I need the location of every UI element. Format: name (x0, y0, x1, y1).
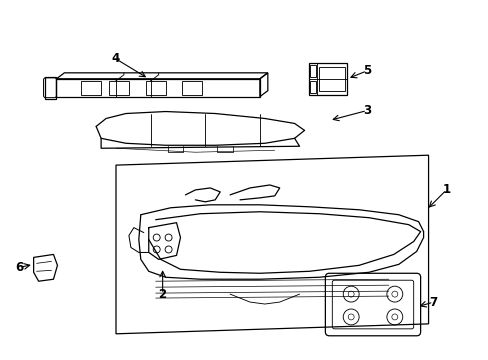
Text: 5: 5 (362, 64, 370, 77)
Text: 6: 6 (16, 261, 24, 274)
Text: 1: 1 (442, 184, 449, 197)
Text: 2: 2 (158, 288, 166, 301)
Text: 7: 7 (428, 296, 437, 309)
Text: 3: 3 (362, 104, 370, 117)
Text: 4: 4 (112, 53, 120, 66)
